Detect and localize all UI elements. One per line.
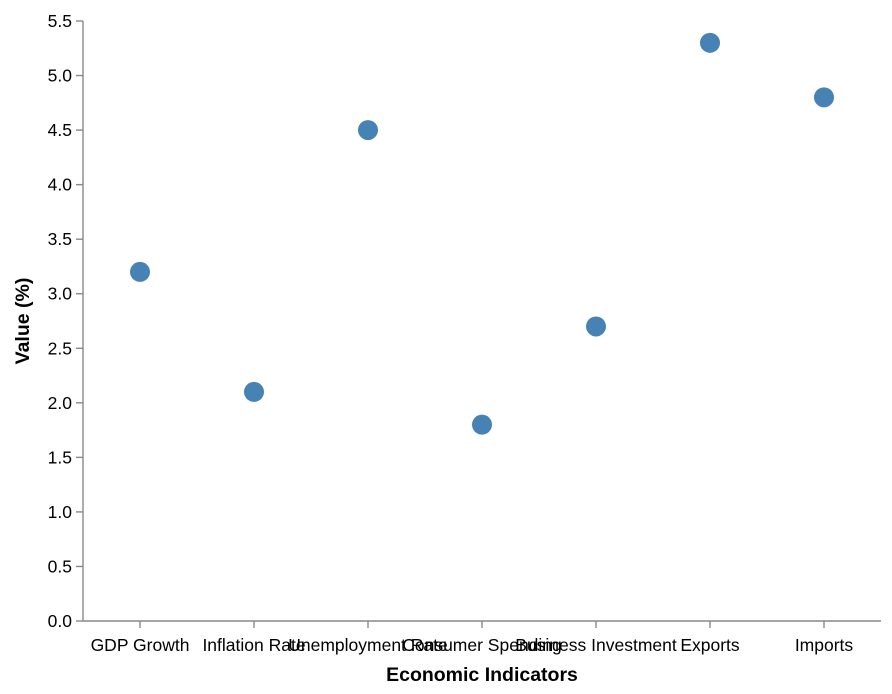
data-point bbox=[586, 316, 606, 337]
y-tick-label: 5.5 bbox=[48, 11, 72, 31]
y-tick-label: 3.0 bbox=[48, 284, 73, 304]
data-point bbox=[358, 120, 378, 141]
x-tick-label: Imports bbox=[795, 635, 854, 655]
data-points bbox=[130, 32, 834, 435]
y-tick-label: 2.5 bbox=[48, 338, 72, 358]
data-point bbox=[244, 381, 264, 402]
data-point bbox=[130, 261, 150, 282]
y-tick-label: 5.0 bbox=[48, 66, 73, 86]
y-tick-label: 1.0 bbox=[48, 502, 73, 522]
data-point bbox=[700, 32, 720, 53]
data-point bbox=[472, 414, 492, 435]
y-tick-label: 1.5 bbox=[48, 447, 72, 467]
y-tick-label: 2.0 bbox=[48, 393, 73, 413]
y-tick-label: 3.5 bbox=[48, 229, 72, 249]
x-tick-label: Inflation Rate bbox=[202, 635, 305, 655]
x-tick-label: Business Investment bbox=[515, 635, 677, 655]
y-tick-label: 4.5 bbox=[48, 120, 72, 140]
data-point bbox=[814, 87, 834, 108]
x-tick-label: Consumer Spending bbox=[402, 635, 562, 655]
y-axis-title: Value (%) bbox=[12, 278, 34, 365]
x-tick-label: GDP Growth bbox=[91, 635, 190, 655]
y-tick-label: 0.5 bbox=[48, 556, 72, 576]
y-tick-label: 4.0 bbox=[48, 175, 73, 195]
x-tick-label: Unemployment Rate bbox=[288, 635, 448, 655]
x-axis-title: Economic Indicators bbox=[386, 664, 578, 686]
x-tick-label: Exports bbox=[680, 635, 740, 655]
y-axis: 0.0 0.5 1.0 1.5 2.0 2.5 3.0 3.5 4.0 4.5 5.0 5.5 bbox=[48, 11, 84, 631]
y-tick-label: 0.0 bbox=[48, 611, 73, 631]
